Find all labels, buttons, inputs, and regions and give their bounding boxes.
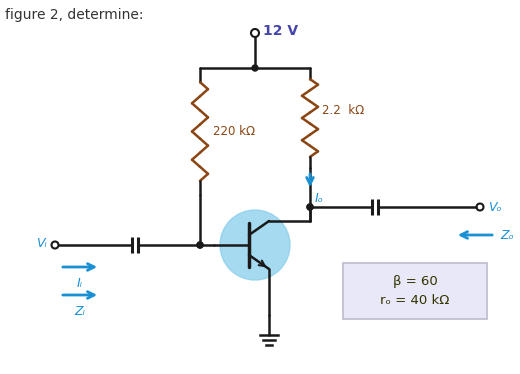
Text: 220 kΩ: 220 kΩ [213, 125, 255, 138]
Circle shape [307, 204, 313, 210]
Text: Vᵢ: Vᵢ [36, 236, 47, 249]
Text: rₒ = 40 kΩ: rₒ = 40 kΩ [380, 294, 450, 307]
Text: Iₒ: Iₒ [315, 192, 324, 205]
Text: Zₒ: Zₒ [500, 229, 514, 242]
Text: figure 2, determine:: figure 2, determine: [5, 8, 144, 22]
Circle shape [252, 65, 258, 71]
Circle shape [197, 242, 203, 248]
Circle shape [307, 204, 313, 210]
Text: 2.2  kΩ: 2.2 kΩ [322, 104, 364, 116]
Text: Vₒ: Vₒ [488, 200, 502, 214]
Text: Iᵢ: Iᵢ [77, 277, 83, 290]
Text: β = 60: β = 60 [393, 276, 437, 288]
FancyBboxPatch shape [343, 263, 487, 319]
Ellipse shape [220, 210, 290, 280]
Text: Zᵢ: Zᵢ [74, 305, 85, 318]
Circle shape [197, 242, 203, 248]
Text: 12 V: 12 V [263, 24, 298, 38]
